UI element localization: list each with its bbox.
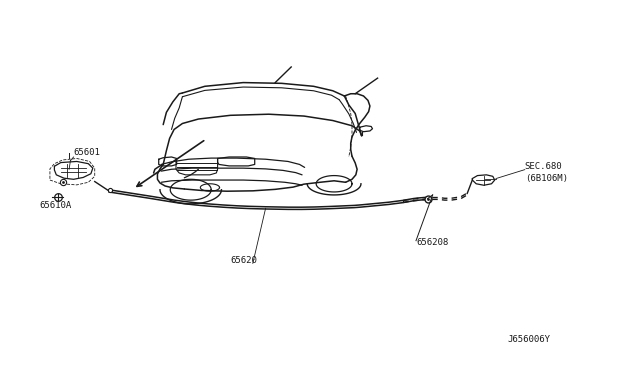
Text: SEC.680: SEC.680 [525,162,563,171]
Text: 65610A: 65610A [40,201,72,210]
Text: 65601: 65601 [74,148,100,157]
Text: (6B106M): (6B106M) [525,174,568,183]
Text: 65620: 65620 [230,256,257,265]
Text: 656208: 656208 [416,238,448,247]
Text: J656006Y: J656006Y [508,335,550,344]
